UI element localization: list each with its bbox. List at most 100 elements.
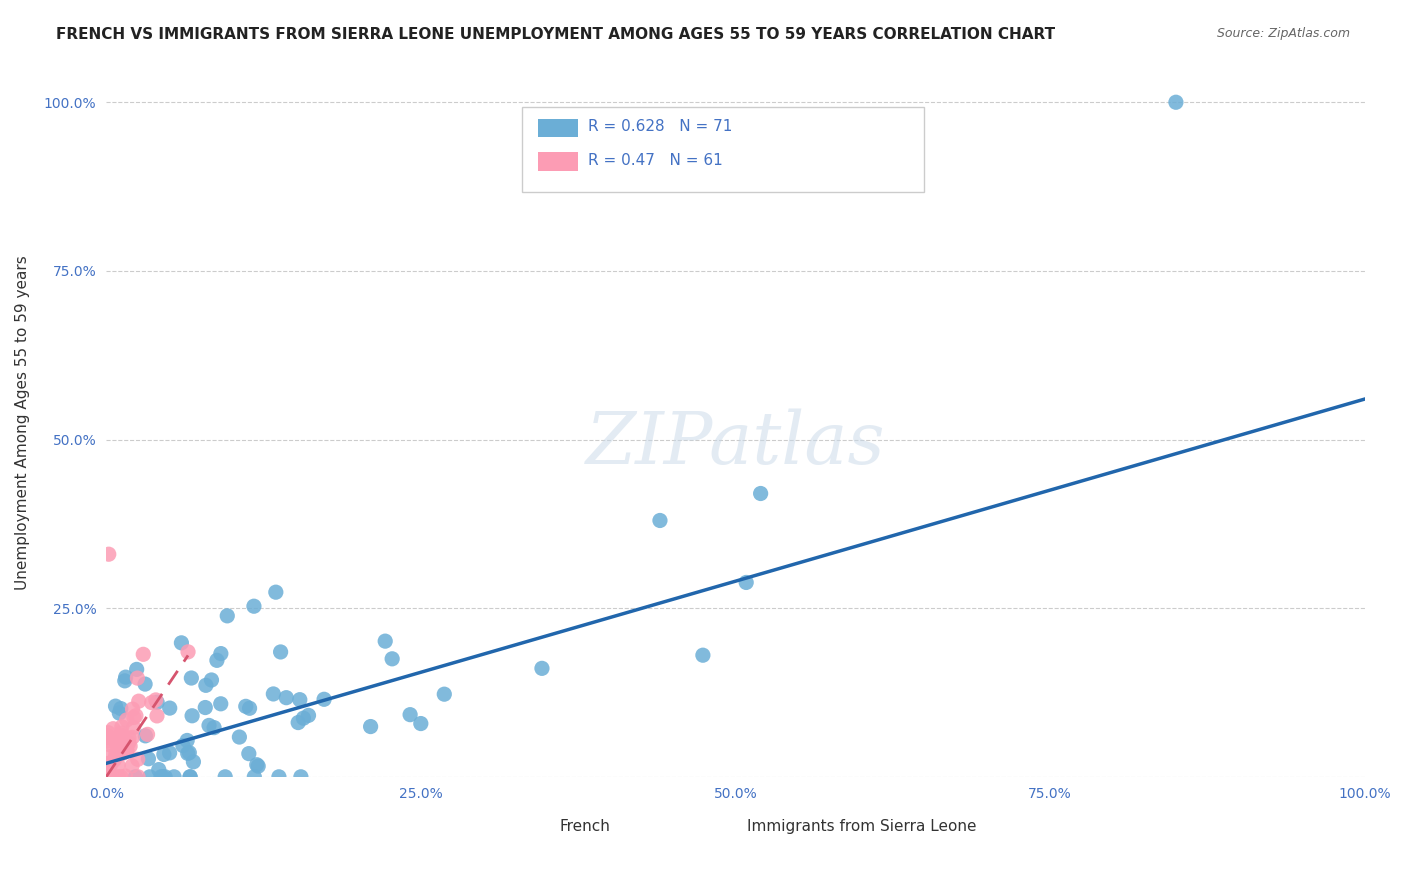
Immigrants from Sierra Leone [104,751,127,765]
French [270,645,292,659]
Immigrants from Sierra Leone [111,747,134,761]
Immigrants from Sierra Leone [105,735,128,749]
Immigrants from Sierra Leone [114,769,136,783]
Immigrants from Sierra Leone [97,738,120,752]
FancyBboxPatch shape [780,820,814,836]
French [228,730,250,744]
Immigrants from Sierra Leone [97,749,120,764]
French [159,746,181,760]
Immigrants from Sierra Leone [177,645,200,659]
Immigrants from Sierra Leone [121,702,143,716]
French [152,770,174,784]
FancyBboxPatch shape [520,820,554,836]
French [163,770,186,784]
French [138,752,160,766]
French [104,699,127,714]
French [194,678,217,692]
Immigrants from Sierra Leone [98,770,121,784]
Immigrants from Sierra Leone [97,770,120,784]
French [235,699,257,714]
French [177,747,200,761]
Immigrants from Sierra Leone [128,694,150,708]
French [243,599,266,614]
Immigrants from Sierra Leone [127,671,149,685]
French [292,711,315,725]
Immigrants from Sierra Leone [108,731,131,745]
French [692,648,714,663]
French [530,661,553,675]
Immigrants from Sierra Leone [115,738,138,752]
Immigrants from Sierra Leone [100,770,122,784]
French [1164,95,1187,110]
Immigrants from Sierra Leone [122,721,145,735]
Immigrants from Sierra Leone [145,693,167,707]
Immigrants from Sierra Leone [121,759,143,773]
French [153,770,176,784]
French [217,608,239,623]
French [202,721,225,735]
Immigrants from Sierra Leone [115,736,138,750]
Immigrants from Sierra Leone [105,737,128,751]
Immigrants from Sierra Leone [118,736,141,750]
Text: FRENCH VS IMMIGRANTS FROM SIERRA LEONE UNEMPLOYMENT AMONG AGES 55 TO 59 YEARS CO: FRENCH VS IMMIGRANTS FROM SIERRA LEONE U… [56,27,1056,42]
French [399,707,422,722]
Immigrants from Sierra Leone [96,729,118,743]
French [183,755,205,769]
Immigrants from Sierra Leone [127,752,149,766]
Immigrants from Sierra Leone [111,720,134,734]
Immigrants from Sierra Leone [115,743,138,757]
French [200,673,222,687]
French [198,718,221,732]
French [314,692,336,706]
French [238,747,260,761]
French [170,636,193,650]
French [146,695,169,709]
French [153,747,176,762]
French [114,670,136,684]
Immigrants from Sierra Leone [127,770,149,784]
French [214,770,236,784]
Y-axis label: Unemployment Among Ages 55 to 59 years: Unemployment Among Ages 55 to 59 years [15,255,30,590]
Immigrants from Sierra Leone [111,734,134,748]
French [179,770,201,784]
FancyBboxPatch shape [538,119,578,137]
French [374,634,396,648]
French [110,701,132,715]
French [148,763,170,777]
French [648,514,671,528]
Immigrants from Sierra Leone [110,770,132,784]
FancyBboxPatch shape [538,153,578,170]
Text: R = 0.47   N = 61: R = 0.47 N = 61 [588,153,723,168]
Immigrants from Sierra Leone [97,758,120,772]
French [209,647,232,661]
Immigrants from Sierra Leone [96,760,118,774]
Immigrants from Sierra Leone [97,770,120,784]
Immigrants from Sierra Leone [103,753,125,767]
Immigrants from Sierra Leone [96,770,118,784]
Immigrants from Sierra Leone [120,739,142,754]
Immigrants from Sierra Leone [115,743,138,757]
Immigrants from Sierra Leone [105,735,128,749]
French [409,716,432,731]
Text: French: French [560,819,610,834]
Immigrants from Sierra Leone [96,734,118,748]
Text: R = 0.628   N = 71: R = 0.628 N = 71 [588,120,733,134]
French [180,671,202,685]
Immigrants from Sierra Leone [132,648,155,662]
French [267,770,290,784]
Text: ZIPatlas: ZIPatlas [586,409,886,479]
Immigrants from Sierra Leone [146,709,169,723]
French [247,759,270,773]
French [176,733,198,747]
Immigrants from Sierra Leone [110,726,132,740]
FancyBboxPatch shape [522,107,924,193]
Immigrants from Sierra Leone [121,731,143,745]
French [134,677,156,691]
Immigrants from Sierra Leone [141,696,163,710]
Immigrants from Sierra Leone [97,757,120,772]
French [749,486,772,500]
French [179,770,201,784]
French [159,701,181,715]
French [125,662,148,676]
French [288,692,311,706]
